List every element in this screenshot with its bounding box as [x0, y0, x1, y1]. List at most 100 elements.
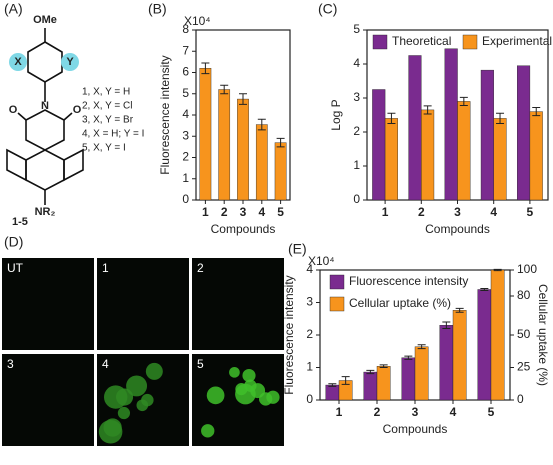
- legend-label: Theoretical: [392, 34, 451, 48]
- legend-bg: [326, 295, 450, 313]
- x-tick-label: 1: [202, 205, 209, 219]
- x-tick-label: 4: [490, 205, 497, 219]
- axis-multiplier: X10⁴: [184, 14, 211, 28]
- atom-label: Y: [66, 56, 74, 68]
- y2-tick-label: 50: [517, 327, 531, 341]
- bar: [274, 142, 287, 201]
- x-tick-label: 3: [454, 205, 461, 219]
- x-tick-label: 5: [277, 205, 284, 219]
- compound-entry: 2, X, Y = Cl: [82, 101, 133, 112]
- x-tick-label: 1: [382, 205, 389, 219]
- x-tick-label: 3: [412, 405, 419, 419]
- image-label: 3: [7, 357, 14, 371]
- y-tick-label: 3: [306, 295, 313, 309]
- panel-label: (E): [288, 241, 307, 257]
- atom-label: NR₂: [35, 206, 56, 218]
- micrograph: [192, 258, 284, 350]
- compound-range: 1-5: [12, 216, 28, 228]
- error-bar: [417, 344, 426, 350]
- bar: [384, 118, 398, 201]
- legend-swatch: [329, 274, 345, 290]
- error-bar: [379, 364, 388, 368]
- legend-label: Experimental: [482, 34, 552, 48]
- bar: [439, 325, 454, 401]
- image-label: 4: [102, 357, 109, 371]
- legend-label: Fluorescence intensity: [349, 274, 468, 288]
- cell-signal: [98, 419, 123, 444]
- y-tick-label: 4: [182, 107, 189, 121]
- bar: [421, 109, 435, 201]
- x-tick-label: 2: [221, 205, 228, 219]
- cell-signal: [259, 392, 273, 406]
- cell-signal: [242, 368, 256, 383]
- bar: [218, 89, 231, 201]
- x-axis-label: Compounds: [211, 222, 276, 236]
- x-tick-label: 2: [374, 405, 381, 419]
- cell-signal: [206, 386, 225, 405]
- error-bar: [387, 112, 396, 124]
- bar: [372, 89, 386, 201]
- micrograph: [97, 258, 189, 350]
- bar: [444, 48, 458, 201]
- y-tick-label: 5: [353, 22, 360, 36]
- error-bar: [480, 288, 489, 291]
- bar: [325, 384, 340, 401]
- y-tick-label: 2: [182, 150, 189, 164]
- error-bar: [442, 321, 451, 329]
- image-label: 1: [102, 261, 109, 275]
- cell-signal: [117, 406, 131, 420]
- y-tick-label: 4: [306, 262, 313, 276]
- error-bar: [239, 93, 247, 105]
- bar: [477, 289, 492, 401]
- bar: [490, 269, 505, 401]
- x-tick-label: 1: [336, 405, 343, 419]
- cell-signal: [126, 375, 148, 397]
- cell-signal: [235, 383, 256, 405]
- error-bar: [455, 307, 464, 313]
- error-bar: [341, 376, 350, 385]
- bar: [408, 55, 422, 201]
- error-bar: [276, 137, 285, 148]
- y-axis-label: Fluorescence intensity: [158, 55, 172, 174]
- error-bar: [366, 369, 375, 375]
- error-bar: [257, 118, 266, 131]
- bar: [376, 366, 391, 401]
- error-bar: [201, 62, 210, 75]
- x-axis-label: Compounds: [383, 422, 448, 436]
- x-tick-label: 4: [450, 405, 457, 419]
- x-tick-label: 4: [258, 205, 265, 219]
- y2-tick-label: 25: [517, 360, 531, 374]
- compound-entry: 1, X, Y = H: [82, 87, 130, 98]
- bar: [452, 310, 467, 401]
- error-bar: [404, 355, 413, 360]
- y-tick-label: 0: [182, 192, 189, 206]
- error-bar: [328, 383, 337, 387]
- y-tick-label: 3: [182, 128, 189, 142]
- bar: [493, 118, 507, 201]
- legend-label: Cellular uptake (%): [349, 296, 451, 310]
- image-label: UT: [7, 261, 24, 275]
- panel-label: (A): [4, 1, 23, 17]
- y-tick-label: 4: [353, 56, 360, 70]
- compound-entry: 4, X = H; Y = I: [82, 129, 144, 140]
- y-axis-label: Log P: [329, 99, 343, 130]
- panel-label: (B): [148, 1, 167, 17]
- compound-entry: 3, X, Y = Br: [82, 115, 134, 126]
- x-tick-label: 5: [527, 205, 534, 219]
- legend-swatch: [329, 296, 345, 312]
- x-tick-label: 2: [418, 205, 425, 219]
- bar: [517, 65, 531, 201]
- bar: [529, 111, 543, 201]
- image-label: 5: [197, 357, 204, 371]
- atom-label: OMe: [33, 14, 57, 26]
- cell-signal: [201, 424, 215, 438]
- micrograph: [2, 258, 94, 350]
- y-tick-label: 2: [353, 124, 360, 138]
- image-label: 2: [197, 261, 204, 275]
- bar: [237, 98, 249, 201]
- atom-label: O: [9, 104, 18, 116]
- y2-tick-label: 100: [517, 262, 537, 276]
- y-tick-label: 1: [182, 171, 189, 185]
- cell-signal: [104, 385, 128, 409]
- compound-entry: 5, X, Y = I: [82, 143, 126, 154]
